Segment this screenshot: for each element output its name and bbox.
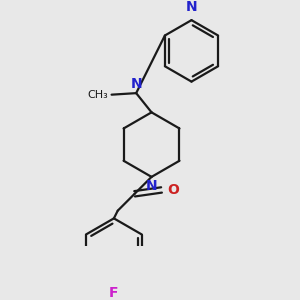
Text: O: O [167,183,179,197]
Text: N: N [146,179,157,193]
Text: F: F [109,286,119,300]
Text: CH₃: CH₃ [87,90,108,100]
Text: N: N [130,77,142,91]
Text: N: N [186,0,197,14]
